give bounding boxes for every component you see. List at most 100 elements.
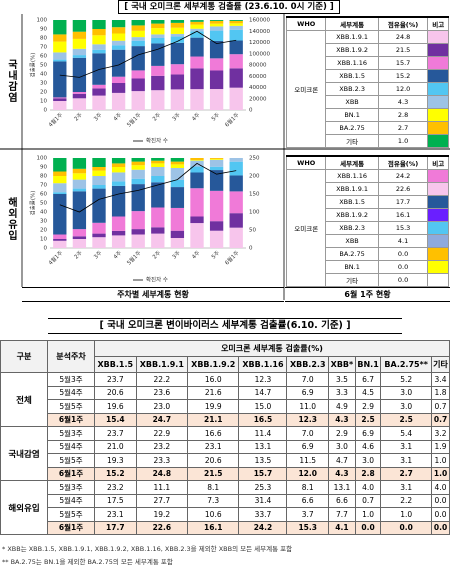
value-cell: 23.2	[94, 480, 137, 495]
bar-segment	[92, 176, 106, 185]
header-cell: 비고	[427, 155, 449, 170]
bar-segment	[209, 20, 224, 21]
share: 2.8	[377, 108, 429, 122]
bar-segment	[229, 20, 243, 21]
bar-segment	[151, 38, 165, 44]
lineage: 기타	[325, 134, 379, 148]
bar-segment	[170, 158, 185, 162]
value-cell: 7.0	[286, 372, 330, 387]
region-label: 해외유입	[5, 197, 17, 241]
bar-segment	[229, 68, 243, 88]
lineage: XBB.1.16	[325, 169, 379, 183]
bar-segment	[111, 158, 126, 164]
y-tick-label: 50	[40, 63, 47, 69]
value-cell: 23.7	[94, 426, 137, 441]
value-cell: 15.2	[94, 466, 137, 481]
value-cell: 3.0	[380, 385, 433, 400]
bar-segment	[170, 238, 185, 248]
row: 5월4주 20.6 23.6 21.6 14.7 6.9 3.3 4.5 3.0 1.8	[1, 385, 450, 400]
bar-segment	[53, 20, 67, 35]
share: 22.6	[377, 182, 429, 196]
swatch	[427, 69, 449, 83]
row: 오미크론 XBB.1.16 24.2	[285, 169, 449, 287]
bar-segment	[190, 20, 204, 22]
bar-segment	[72, 229, 87, 237]
bar-segment	[170, 42, 185, 65]
bar-segment	[190, 31, 204, 38]
header-cell: 세부계통	[325, 16, 379, 31]
bar-segment	[151, 207, 165, 228]
x-tick-label: 4주	[112, 112, 123, 123]
bar-segment	[131, 229, 145, 235]
bar-segment	[131, 25, 145, 31]
bar-segment	[229, 191, 243, 214]
y-tick-label: 60	[40, 192, 47, 198]
bar-segment	[229, 25, 243, 30]
value-cell: 11.5	[286, 453, 330, 468]
bar-segment	[111, 45, 126, 50]
bar-segment	[111, 185, 126, 217]
value-cell: 1.8	[431, 385, 450, 400]
value-cell: 4.9	[328, 399, 356, 414]
value-cell: 16.6	[187, 426, 240, 441]
swatch	[427, 121, 449, 135]
legend-label: 확진자 수	[146, 276, 168, 284]
header-row: XBB.1.5 XBB.1.9.1 XBB.1.9.2 XBB.1.16 XBB.2.3…	[1, 356, 450, 373]
value-cell: 0.7	[354, 493, 382, 508]
bar-segment	[190, 188, 204, 217]
value-cell: 11.1	[135, 480, 189, 495]
x-tick-label: 2주	[73, 250, 84, 261]
y2-tick-label: 60000	[249, 74, 267, 80]
row: BA.2.75 2.7	[287, 121, 449, 135]
value-cell: 0.0	[354, 520, 382, 535]
bar-segment	[72, 173, 87, 180]
bar-segment	[151, 65, 165, 76]
share: 1.0	[377, 134, 429, 148]
x-tick-label: 4주	[112, 250, 123, 261]
swatch	[427, 30, 449, 44]
lineage: XBB.1.16	[325, 56, 379, 70]
value-cell: 6.6	[328, 493, 356, 508]
bar-segment	[151, 182, 165, 208]
bar-segment	[111, 83, 126, 93]
bar-segment	[170, 207, 185, 231]
bar-segment	[53, 98, 67, 101]
row: 6월1주 15.4 24.7 21.1 16.5 12.3 4.3 2.5 2.5 0.7	[1, 412, 450, 427]
share: 24.8	[377, 30, 429, 44]
bar-segment	[151, 167, 165, 176]
bar-segment	[229, 158, 243, 162]
value-cell: 23.3	[135, 453, 189, 468]
line	[59, 162, 237, 213]
bar-segment	[229, 23, 243, 26]
lineage: XBB.1.9.2	[325, 43, 379, 57]
bar-segment	[92, 185, 106, 189]
bar-segment	[53, 101, 67, 110]
bar-segment	[72, 236, 87, 239]
bar-segment	[170, 161, 185, 165]
bar-segment	[92, 237, 106, 248]
lineage: XBB.1.9.1	[325, 182, 379, 196]
y-tick-label: 10	[40, 237, 47, 243]
bar-segment	[92, 158, 106, 167]
bar-segment	[111, 76, 126, 83]
value-cell: 6.9	[286, 439, 330, 454]
bar-segment	[72, 57, 87, 92]
y2-tick-label: 0	[249, 246, 253, 252]
bar-segment	[111, 40, 126, 46]
bar-segment	[53, 192, 67, 194]
header-cell: 점유율(%)	[377, 16, 429, 31]
lineage: XBB	[325, 234, 379, 248]
share-table: WHO 세부계통 점유율(%) 비고 오미크론 XBB.1.9.1 24.8 XBB.1.9.…	[285, 16, 449, 148]
bar-segment	[190, 216, 204, 224]
value-cell: 27.7	[135, 493, 189, 508]
bar-segment	[190, 28, 204, 32]
share-table: WHO 세부계통 점유율(%) 비고 오미크론 XBB.1.16 24.2 XBB.1.9.1…	[285, 155, 449, 287]
share: 15.3	[377, 221, 429, 235]
who-cell: 오미크론	[285, 30, 327, 148]
x-tick-label: 5주	[210, 250, 221, 261]
bar-segment	[131, 211, 145, 230]
bar-segment	[111, 235, 126, 248]
bar-segment	[151, 158, 165, 161]
region-label: 국내감염	[5, 59, 17, 103]
value-cell: 23.7	[94, 372, 137, 387]
